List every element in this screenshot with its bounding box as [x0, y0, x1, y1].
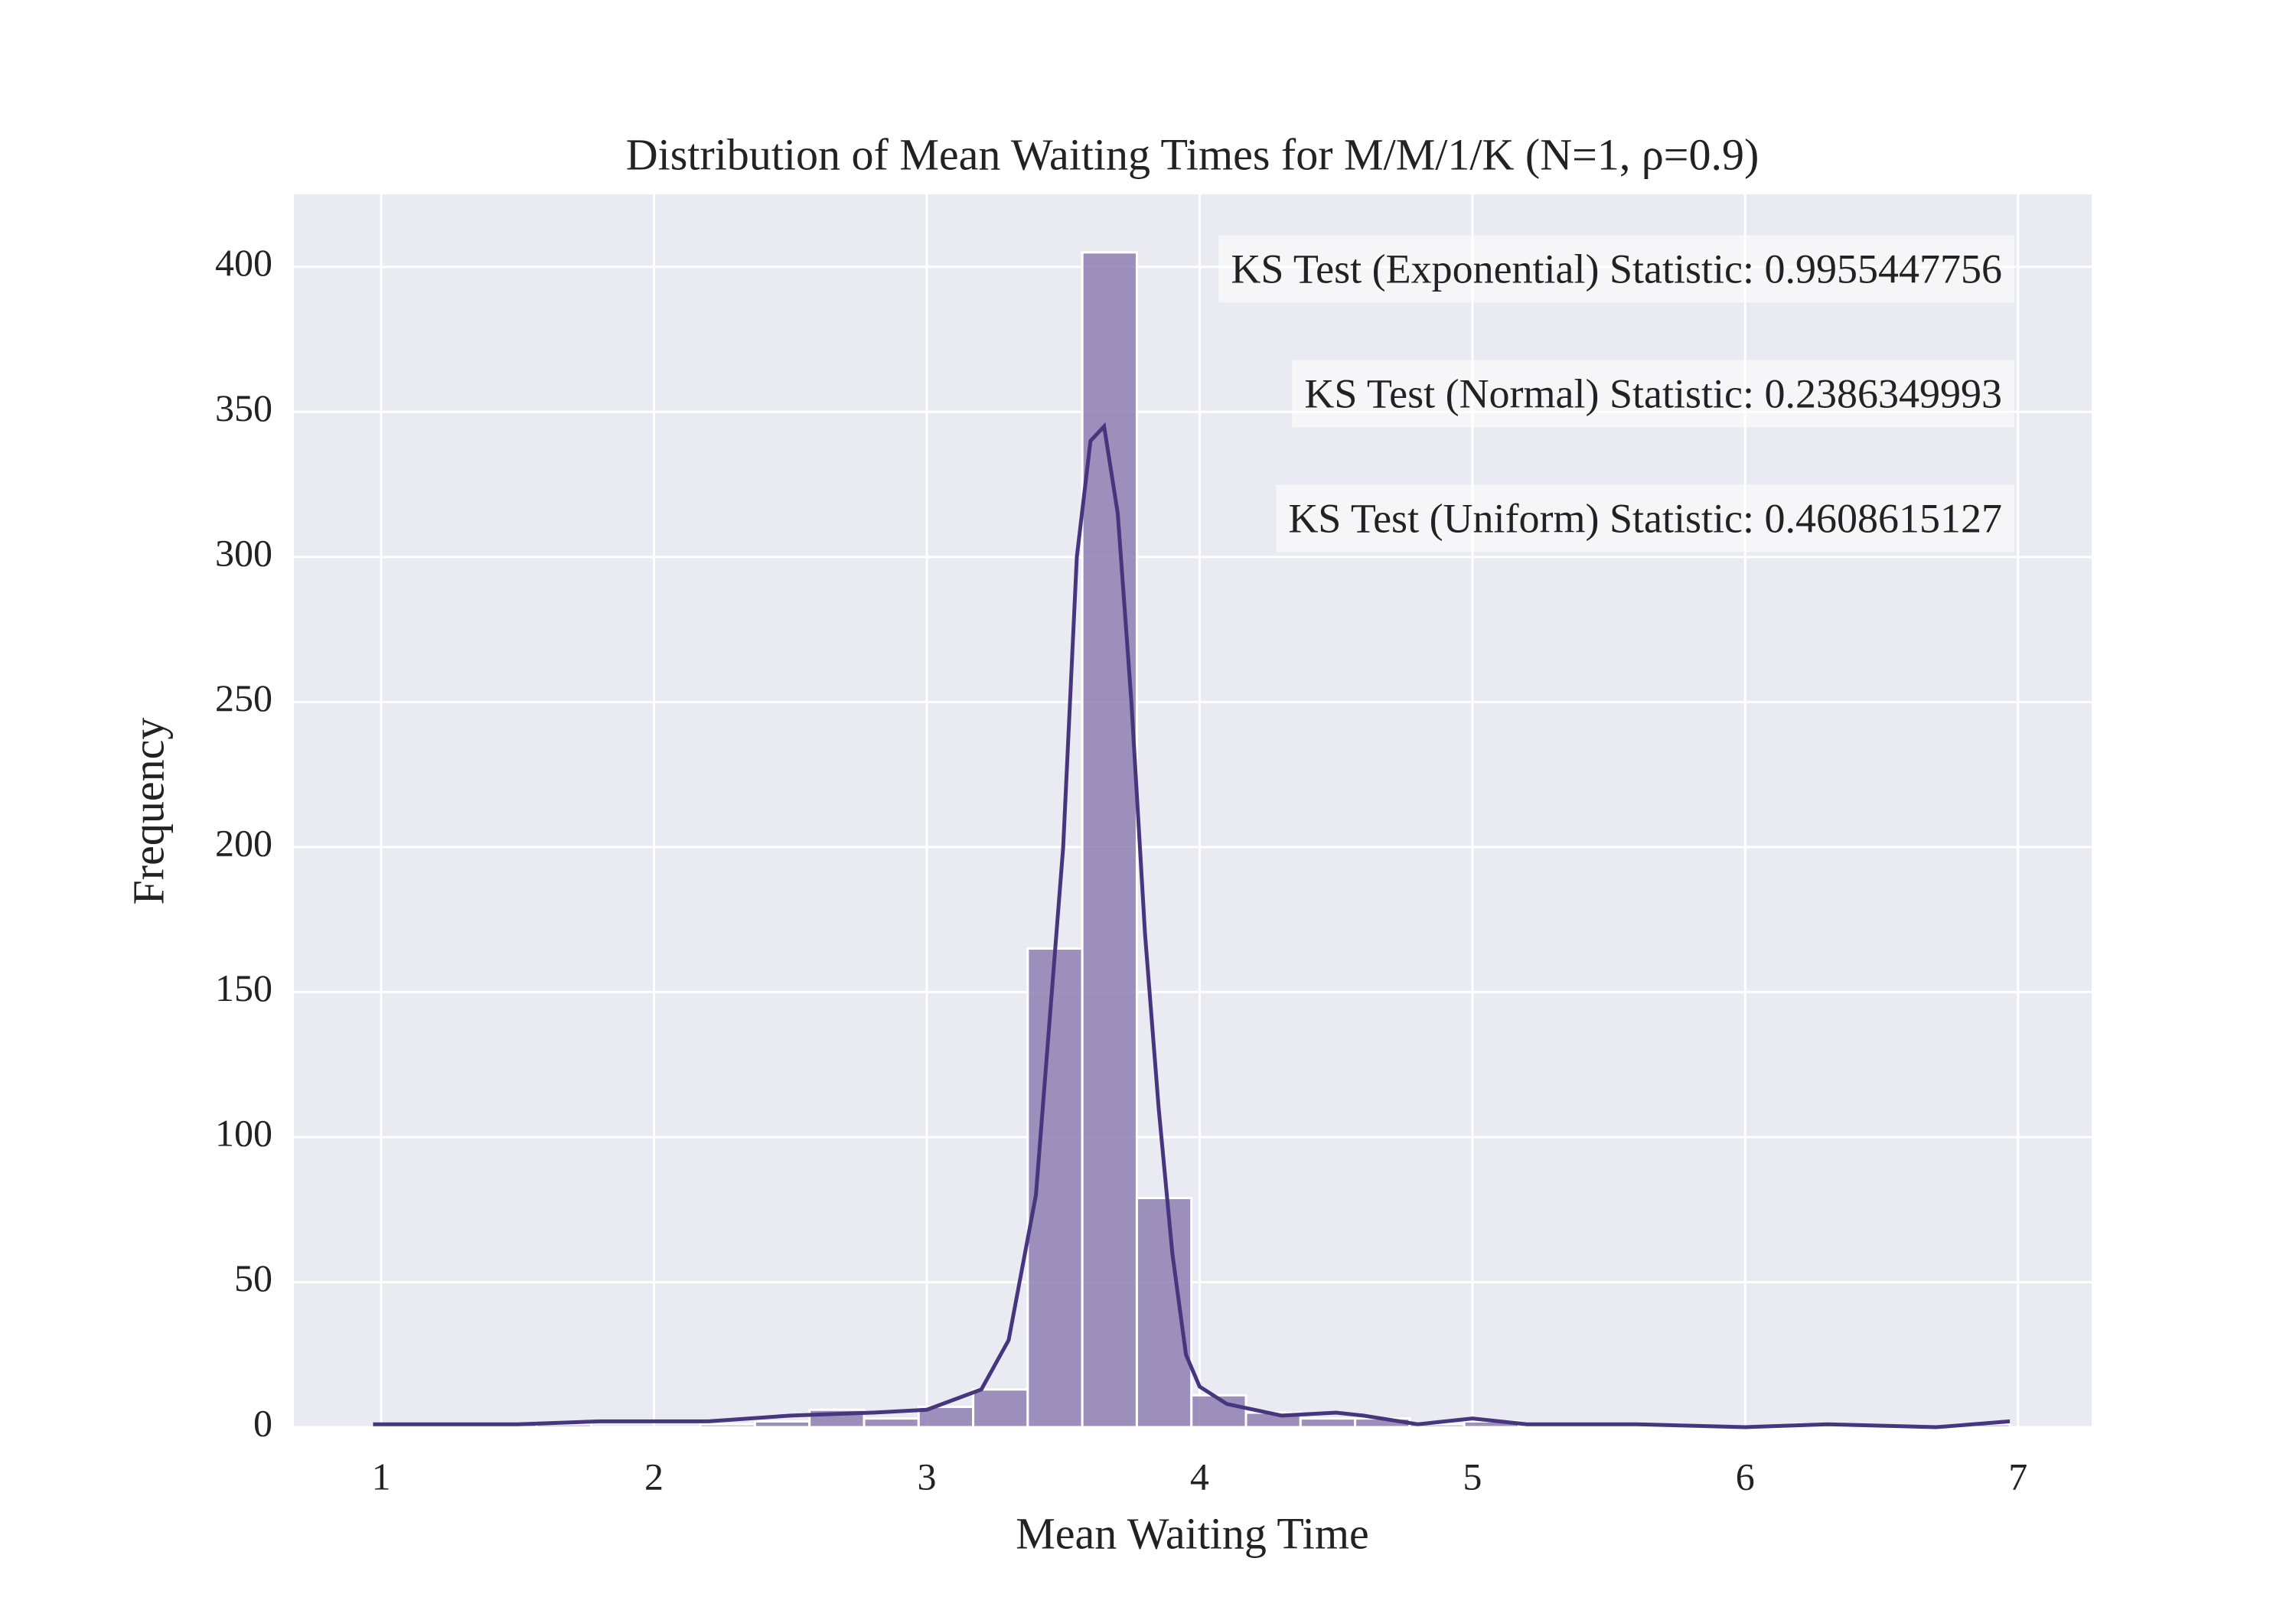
- y-tick-label: 400: [215, 241, 272, 284]
- bar: [1135, 1197, 1193, 1429]
- y-axis-label: Frequency: [123, 718, 173, 905]
- bar: [699, 1423, 756, 1429]
- bar: [753, 1420, 811, 1429]
- y-tick-label: 300: [215, 531, 272, 574]
- x-tick-label: 1: [372, 1455, 391, 1498]
- annotation-box: [1292, 360, 2014, 428]
- y-tick-label: 50: [234, 1257, 272, 1299]
- y-tick-label: 250: [215, 676, 272, 719]
- y-tick-label: 200: [215, 821, 272, 864]
- annotation-text: KS Test (Normal) Statistic: 0.2386349993: [1304, 370, 2002, 416]
- y-tick-label: 0: [253, 1401, 272, 1444]
- annotation-box: [1218, 235, 2014, 303]
- annotation-text: KS Test (Uniform) Statistic: 0.460861512…: [1288, 495, 2002, 541]
- y-tick-label: 350: [215, 386, 272, 429]
- kde-line: [373, 422, 2011, 1429]
- x-tick-label: 3: [917, 1455, 936, 1498]
- y-tick-label: 150: [215, 966, 272, 1009]
- x-tick-label: 6: [1736, 1455, 1755, 1498]
- annotation-text: KS Test (Exponential) Statistic: 0.99554…: [1231, 246, 2002, 292]
- x-axis-label: Mean Waiting Time: [1016, 1508, 1369, 1558]
- x-tick-label: 2: [644, 1455, 664, 1498]
- annotation: KS Test (Normal) Statistic: 0.2386349993: [1292, 360, 2014, 428]
- annotation: KS Test (Exponential) Statistic: 0.99554…: [1218, 235, 2014, 303]
- y-tick-label: 100: [215, 1111, 272, 1154]
- bar: [863, 1417, 920, 1429]
- overlay: KS Test (Exponential) Statistic: 0.99554…: [373, 235, 2014, 1429]
- bar: [1299, 1417, 1357, 1429]
- x-tick-label: 7: [2008, 1455, 2027, 1498]
- chart-title: Distribution of Mean Waiting Times for M…: [626, 129, 1760, 179]
- bar: [1081, 251, 1138, 1429]
- bar: [972, 1388, 1029, 1429]
- x-tick-label: 4: [1190, 1455, 1209, 1498]
- x-tick-label: 5: [1463, 1455, 1482, 1498]
- grid: [294, 194, 2092, 1429]
- annotation: KS Test (Uniform) Statistic: 0.460861512…: [1276, 484, 2014, 553]
- annotation-box: [1276, 484, 2014, 553]
